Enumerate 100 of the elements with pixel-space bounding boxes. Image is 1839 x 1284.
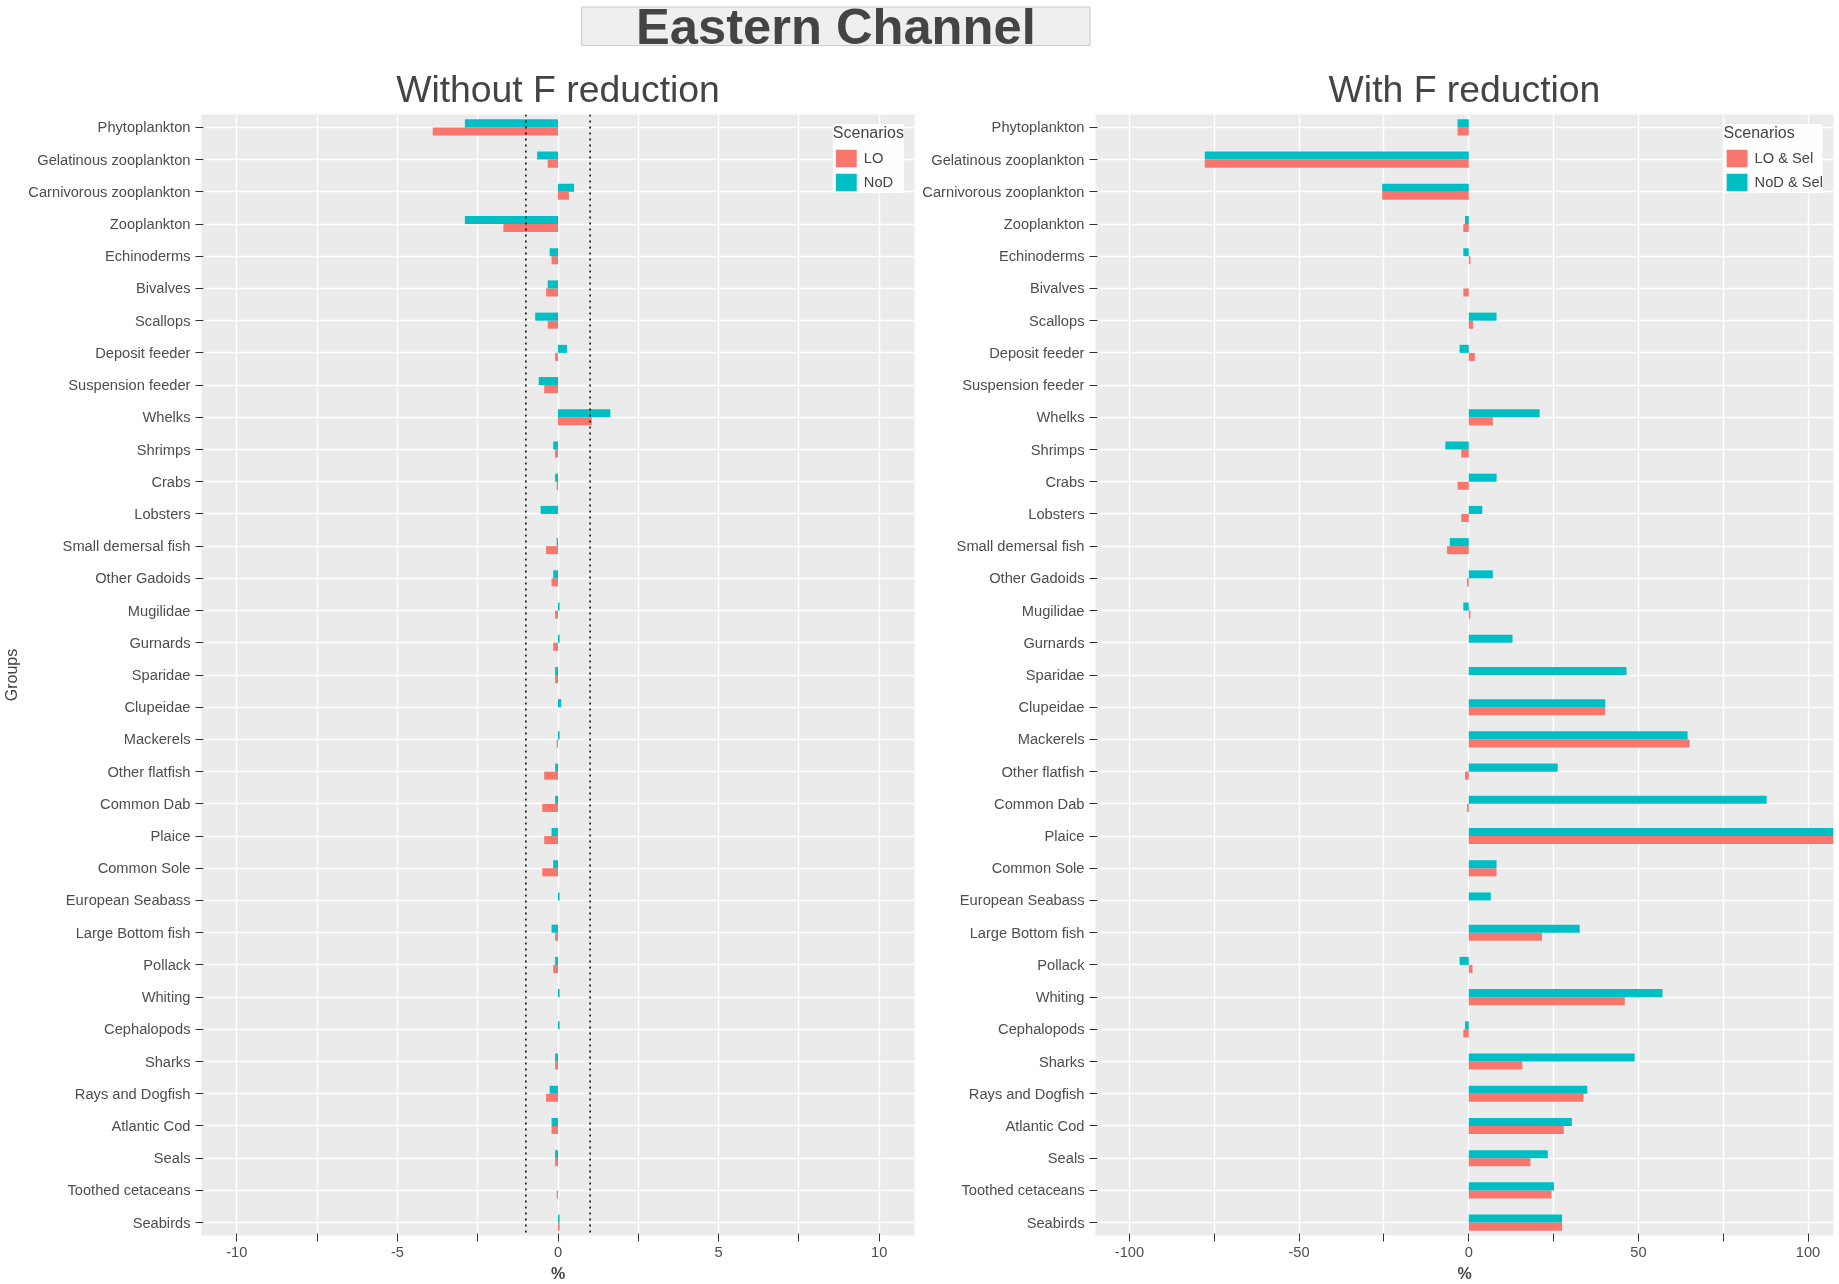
y-tick-label: Seabirds	[1026, 1214, 1085, 1231]
bar	[555, 675, 558, 684]
legend-label: NoD & Sel	[1754, 174, 1823, 190]
y-tick-label: Seals	[153, 1150, 191, 1167]
y-tick-label: Pollack	[143, 956, 192, 973]
bar	[555, 473, 558, 482]
bar	[1459, 344, 1469, 353]
bar	[1468, 707, 1606, 716]
y-tick-label: Zooplankton	[1003, 216, 1085, 233]
y-tick-label: Phytoplankton	[97, 119, 191, 136]
y-tick-label: Whiting	[141, 989, 191, 1006]
y-axis-title: Groups	[3, 648, 21, 702]
y-tick-label: Sparidae	[131, 667, 191, 683]
bar	[551, 924, 558, 933]
bar	[1468, 666, 1627, 675]
y-tick-label: Toothed cetaceans	[961, 1182, 1085, 1199]
bar	[1468, 1190, 1552, 1199]
legend-title: Scenarios	[832, 124, 904, 142]
y-tick-label: Seabirds	[132, 1214, 191, 1231]
bar	[546, 546, 558, 555]
x-tick-label: 100	[1795, 1243, 1821, 1260]
bar	[1204, 151, 1469, 160]
y-tick-label: Common Sole	[97, 860, 191, 877]
bar	[547, 159, 558, 168]
y-tick-label: Cephalopods	[998, 1021, 1085, 1038]
bar	[555, 610, 558, 619]
bar	[1468, 868, 1497, 877]
y-tick-label: Rays and Dogfish	[968, 1085, 1085, 1102]
bar	[1204, 159, 1469, 168]
legend-label: LO & Sel	[1754, 150, 1814, 166]
bar	[1468, 352, 1475, 361]
bar	[464, 215, 558, 225]
bar	[1468, 409, 1540, 418]
y-tick-label: Echinoderms	[998, 248, 1085, 265]
bar	[1468, 417, 1493, 426]
x-axis-title: %	[1457, 1264, 1472, 1282]
x-tick-label: 50	[1630, 1243, 1647, 1260]
bar	[503, 224, 558, 233]
x-tick-label: -5	[390, 1243, 404, 1260]
bar	[553, 570, 558, 579]
bar	[546, 288, 558, 297]
bar	[1382, 191, 1469, 200]
bar	[1468, 924, 1580, 933]
bar	[1468, 1061, 1523, 1070]
bar	[555, 1061, 558, 1070]
bar	[1468, 989, 1663, 998]
y-tick-label: Carnivorous zooplankton	[28, 183, 191, 200]
y-tick-label: Zooplankton	[109, 216, 191, 233]
bar	[1468, 1222, 1563, 1231]
bar	[1468, 892, 1491, 901]
bar	[555, 932, 558, 941]
bar	[1463, 288, 1469, 297]
bar	[1468, 739, 1690, 748]
bar	[1468, 932, 1543, 941]
bar	[537, 151, 558, 160]
bar	[558, 191, 569, 200]
bar	[553, 642, 558, 651]
y-tick-label: Gurnards	[1023, 634, 1085, 651]
y-tick-label: Scallops	[135, 312, 191, 329]
y-tick-label: Common Sole	[991, 860, 1085, 877]
y-tick-label: Small demersal fish	[956, 538, 1085, 555]
y-tick-label: Deposit feeder	[989, 344, 1085, 361]
y-tick-label: Rays and Dogfish	[74, 1085, 191, 1102]
x-tick-label: 5	[714, 1243, 723, 1260]
y-tick-label: Echinoderms	[104, 248, 191, 265]
y-tick-label: Whelks	[142, 409, 191, 426]
bar	[1465, 771, 1469, 780]
x-tick-label: 0	[1464, 1243, 1473, 1260]
y-tick-label: Mugilidae	[127, 602, 191, 619]
chart-title: With F reduction	[1328, 67, 1601, 110]
legend-title: Scenarios	[1723, 124, 1796, 142]
y-tick-label: Common Dab	[994, 795, 1085, 812]
y-tick-label: Clupeidae	[124, 699, 191, 716]
bar	[542, 868, 558, 877]
y-tick-label: Cephalopods	[104, 1021, 191, 1038]
y-tick-label: Gurnards	[129, 634, 191, 651]
bar	[547, 280, 558, 289]
bar	[1468, 1093, 1584, 1102]
bar	[555, 1053, 558, 1062]
x-tick-label: -100	[1114, 1243, 1145, 1260]
bar	[555, 1150, 558, 1159]
y-tick-label: Atlantic Cod	[1005, 1117, 1085, 1134]
bar	[544, 771, 558, 780]
y-tick-label: Plaice	[1044, 828, 1085, 845]
bar	[558, 183, 575, 192]
bar	[1468, 795, 1767, 804]
bar	[1449, 538, 1469, 547]
x-tick-label: -50	[1288, 1243, 1310, 1260]
y-tick-label: Whiting	[1035, 989, 1085, 1006]
bar	[1463, 1029, 1469, 1038]
y-tick-label: European Seabass	[65, 892, 191, 909]
y-tick-label: Suspension feeder	[962, 377, 1085, 394]
bar	[546, 1093, 558, 1102]
bar	[551, 256, 558, 265]
bar	[1468, 997, 1625, 1006]
y-tick-label: Bivalves	[135, 280, 191, 297]
y-tick-label: Suspension feeder	[68, 377, 191, 394]
y-tick-label: Other Gadoids	[989, 570, 1085, 587]
bar	[1468, 312, 1497, 321]
bar	[555, 449, 558, 458]
